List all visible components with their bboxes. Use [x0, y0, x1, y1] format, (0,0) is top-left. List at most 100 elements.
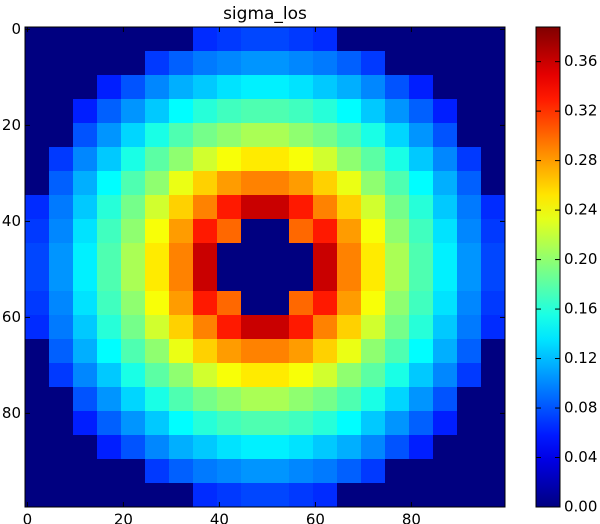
heat-cell	[25, 315, 50, 340]
heat-cell	[337, 483, 362, 508]
heat-cell	[49, 243, 74, 268]
heat-cell	[385, 147, 410, 172]
heat-cell	[361, 267, 386, 292]
heat-cell	[265, 147, 290, 172]
heat-cell	[193, 363, 218, 388]
heat-cell	[409, 243, 434, 268]
heat-cell	[313, 387, 338, 412]
heat-cell	[49, 195, 74, 220]
heat-cell	[49, 315, 74, 340]
heat-cell	[241, 123, 266, 148]
colorbar-tick-label: 0.20	[564, 250, 597, 268]
heat-cell	[337, 51, 362, 76]
heat-cell	[241, 387, 266, 412]
heat-cell	[265, 363, 290, 388]
heat-cell	[433, 75, 458, 100]
heat-cell	[265, 459, 290, 484]
heat-cell	[25, 171, 50, 196]
heat-cell	[385, 267, 410, 292]
heat-cell	[313, 339, 338, 364]
heat-cell	[49, 483, 74, 508]
heat-cell	[289, 267, 314, 292]
heat-cell	[121, 195, 146, 220]
heat-cell	[169, 315, 194, 340]
heat-cell	[481, 123, 506, 148]
heat-cell	[121, 387, 146, 412]
heat-cell	[169, 459, 194, 484]
heat-cell	[361, 243, 386, 268]
heat-cell	[73, 267, 98, 292]
heat-cell	[289, 459, 314, 484]
heat-cell	[145, 147, 170, 172]
heat-cell	[289, 195, 314, 220]
heat-cell	[145, 195, 170, 220]
heat-cell	[97, 411, 122, 436]
heat-cell	[49, 75, 74, 100]
heat-cell	[25, 291, 50, 316]
heat-cell	[457, 315, 482, 340]
heat-cell	[361, 171, 386, 196]
heat-cell	[73, 99, 98, 124]
colorbar	[535, 26, 561, 508]
heat-cell	[49, 387, 74, 412]
heat-cell	[169, 411, 194, 436]
heat-cell	[169, 219, 194, 244]
heat-cell	[73, 459, 98, 484]
heat-cell	[289, 411, 314, 436]
heat-cell	[409, 99, 434, 124]
heat-cell	[73, 483, 98, 508]
heat-cell	[169, 99, 194, 124]
heat-cell	[169, 483, 194, 508]
heat-cell	[241, 75, 266, 100]
heat-cell	[457, 435, 482, 460]
heat-cell	[169, 339, 194, 364]
plot-frame	[24, 26, 506, 508]
heat-cell	[169, 51, 194, 76]
heat-cell	[457, 75, 482, 100]
heat-cell	[169, 363, 194, 388]
heat-cell	[409, 363, 434, 388]
heat-cell	[265, 27, 290, 52]
heat-cell	[73, 387, 98, 412]
heat-cell	[433, 291, 458, 316]
heat-cell	[25, 267, 50, 292]
heat-cell	[169, 195, 194, 220]
heat-cell	[337, 459, 362, 484]
heat-cell	[121, 51, 146, 76]
heat-cell	[121, 435, 146, 460]
colorbar-tick-label: 0.08	[564, 399, 597, 417]
heat-cell	[361, 315, 386, 340]
heat-cell	[313, 27, 338, 52]
heat-cell	[313, 291, 338, 316]
heat-cell	[385, 243, 410, 268]
heat-cell	[409, 267, 434, 292]
heat-cell	[289, 99, 314, 124]
heat-cell	[241, 243, 266, 268]
heat-cell	[385, 99, 410, 124]
heat-cell	[481, 27, 506, 52]
heat-cell	[169, 435, 194, 460]
heat-cell	[145, 435, 170, 460]
heat-cell	[169, 75, 194, 100]
heat-cell	[481, 291, 506, 316]
heat-cell	[361, 27, 386, 52]
heat-cell	[265, 171, 290, 196]
heat-cell	[25, 387, 50, 412]
heat-cell	[73, 411, 98, 436]
heat-cell	[361, 363, 386, 388]
heat-cell	[337, 123, 362, 148]
heat-cell	[337, 195, 362, 220]
heat-cell	[145, 459, 170, 484]
heat-cell	[313, 459, 338, 484]
heat-cell	[385, 315, 410, 340]
heat-cell	[433, 363, 458, 388]
heat-cell	[169, 243, 194, 268]
heat-cell	[145, 411, 170, 436]
heat-cell	[433, 315, 458, 340]
heat-cell	[25, 219, 50, 244]
heat-cell	[73, 363, 98, 388]
heat-cell	[433, 459, 458, 484]
heat-cell	[289, 363, 314, 388]
heat-cell	[121, 315, 146, 340]
heat-cell	[25, 123, 50, 148]
